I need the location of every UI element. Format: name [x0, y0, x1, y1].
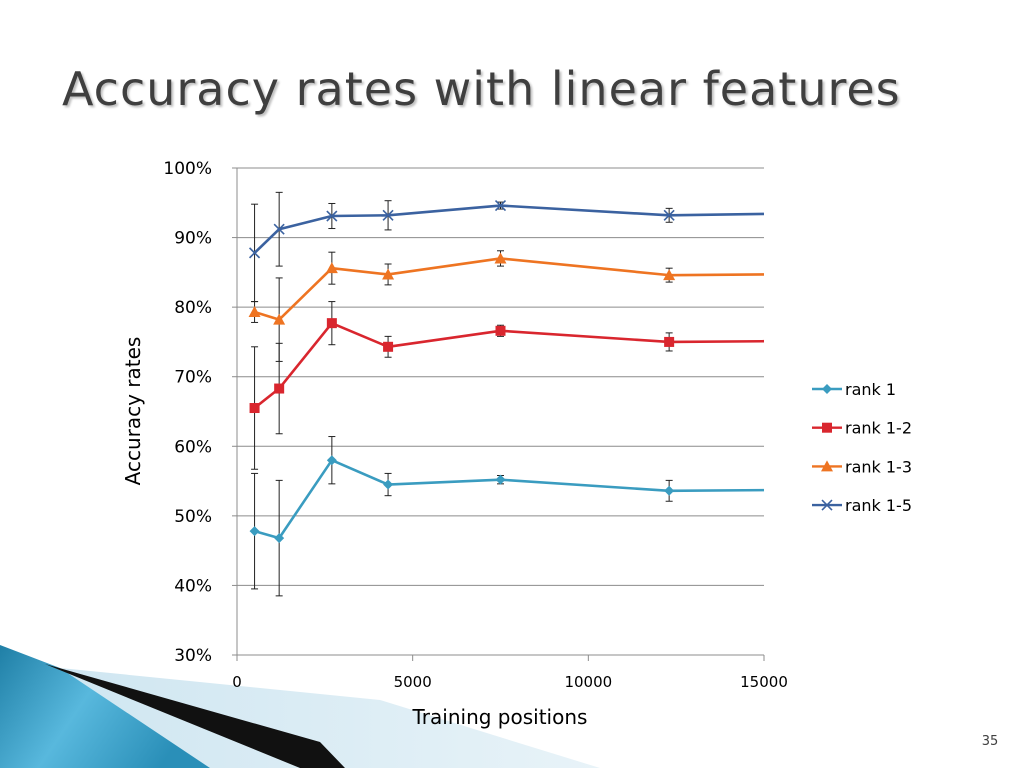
- data-point: [325, 262, 338, 274]
- legend-label: rank 1-2: [845, 419, 912, 438]
- series-line-rank-1-5: [253, 204, 765, 254]
- data-point: [273, 223, 285, 235]
- y-tick-label: 40%: [174, 576, 212, 596]
- deco-blue-wave: [0, 645, 210, 768]
- data-point: [326, 455, 337, 466]
- data-point: [383, 341, 394, 352]
- y-tick-label: 90%: [174, 229, 212, 249]
- y-tick-label: 60%: [174, 437, 212, 457]
- data-point: [664, 336, 675, 347]
- y-axis-title: Accuracy rates: [121, 337, 145, 486]
- deco-pale-wave: [60, 668, 600, 768]
- series-line-rank-1: [254, 458, 765, 540]
- data-point: [273, 313, 286, 325]
- data-point-stroke: [663, 209, 675, 221]
- data-point: [494, 200, 507, 212]
- data-point-stroke: [821, 499, 833, 511]
- data-point: [494, 252, 507, 264]
- slide-title: Accuracy rates with linear features: [62, 62, 901, 116]
- y-tick-label: 100%: [163, 159, 212, 179]
- x-axis-title: Training positions: [412, 705, 588, 729]
- x-tick-label: 5000: [394, 673, 432, 691]
- data-point: [249, 526, 260, 537]
- data-point-stroke: [382, 209, 394, 221]
- legend-item: rank 1: [812, 380, 896, 399]
- data-point: [664, 485, 675, 496]
- data-point-stroke: [249, 247, 261, 259]
- data-point: [326, 210, 338, 222]
- page-number: 35: [981, 734, 999, 749]
- legend-item: rank 1-3: [812, 457, 912, 476]
- data-point-stroke: [494, 200, 507, 212]
- data-point: [821, 460, 833, 472]
- data-point: [248, 306, 261, 318]
- data-point: [383, 479, 394, 490]
- y-tick-label: 70%: [174, 368, 212, 388]
- y-tick-label: 50%: [174, 507, 212, 527]
- data-point: [822, 422, 832, 433]
- y-tick-label: 80%: [174, 298, 212, 318]
- series-line-rank-1-2: [253, 321, 765, 410]
- x-tick-label: 15000: [740, 673, 788, 691]
- legend-label: rank 1-3: [845, 457, 912, 476]
- y-tick-label: 30%: [174, 646, 212, 666]
- legend-item: rank 1-5: [812, 496, 912, 515]
- data-point: [663, 209, 675, 221]
- data-point: [382, 268, 395, 280]
- data-point: [821, 499, 833, 511]
- data-point: [663, 269, 676, 281]
- data-point: [274, 533, 285, 544]
- data-point: [495, 325, 506, 336]
- deco-black-wave: [45, 664, 345, 768]
- legend-label: rank 1: [845, 380, 896, 399]
- x-tick-label: 0: [232, 673, 242, 691]
- data-point: [495, 474, 506, 485]
- legend-item: rank 1-2: [812, 419, 912, 438]
- legend-label: rank 1-5: [845, 496, 912, 515]
- x-tick-label: 10000: [564, 673, 612, 691]
- data-point: [249, 247, 261, 259]
- data-point-stroke: [273, 223, 285, 235]
- data-point: [382, 209, 394, 221]
- data-point: [822, 384, 832, 394]
- data-point: [274, 383, 285, 394]
- data-point: [249, 403, 260, 414]
- data-point-stroke: [326, 210, 338, 222]
- data-point: [326, 318, 337, 329]
